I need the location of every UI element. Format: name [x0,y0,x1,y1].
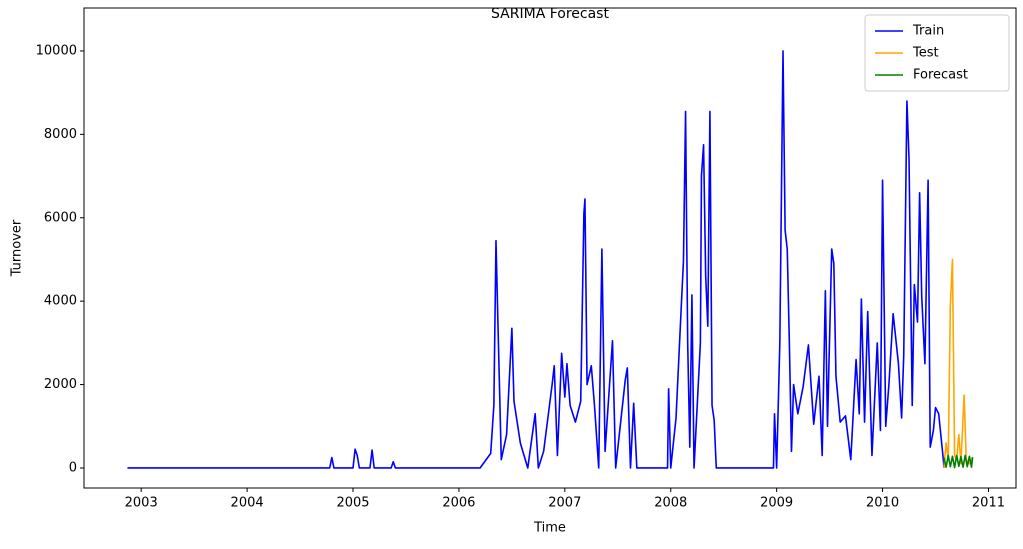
x-tick-label: 2003 [125,496,158,511]
x-tick-label: 2006 [442,496,475,511]
x-tick-label: 2009 [760,496,793,511]
legend-label: Test [912,46,939,61]
legend-label: Train [912,24,944,39]
x-tick-label: 2004 [231,496,264,511]
x-tick-label: 2007 [548,496,581,511]
legend-label: Forecast [913,68,968,83]
y-tick-label: 2000 [44,377,77,392]
y-tick-label: 4000 [44,294,77,309]
chart-title: SARIMA Forecast [491,6,609,22]
series-line [127,50,945,469]
axes-frame [83,7,1017,489]
y-tick-label: 8000 [44,127,77,142]
x-axis-label: Time [533,521,566,536]
x-tick-label: 2010 [866,496,899,511]
x-tick-label: 2008 [654,496,687,511]
y-axis-label: Turnover [10,219,25,277]
y-tick-label: 6000 [44,210,77,225]
plot-area [84,8,1016,488]
legend-box [864,14,1010,92]
y-tick-label: 10000 [36,43,77,58]
x-tick-label: 2011 [972,496,1005,511]
x-tick-label: 2005 [336,496,369,511]
series-line [943,454,974,469]
y-tick-label: 0 [69,460,77,475]
